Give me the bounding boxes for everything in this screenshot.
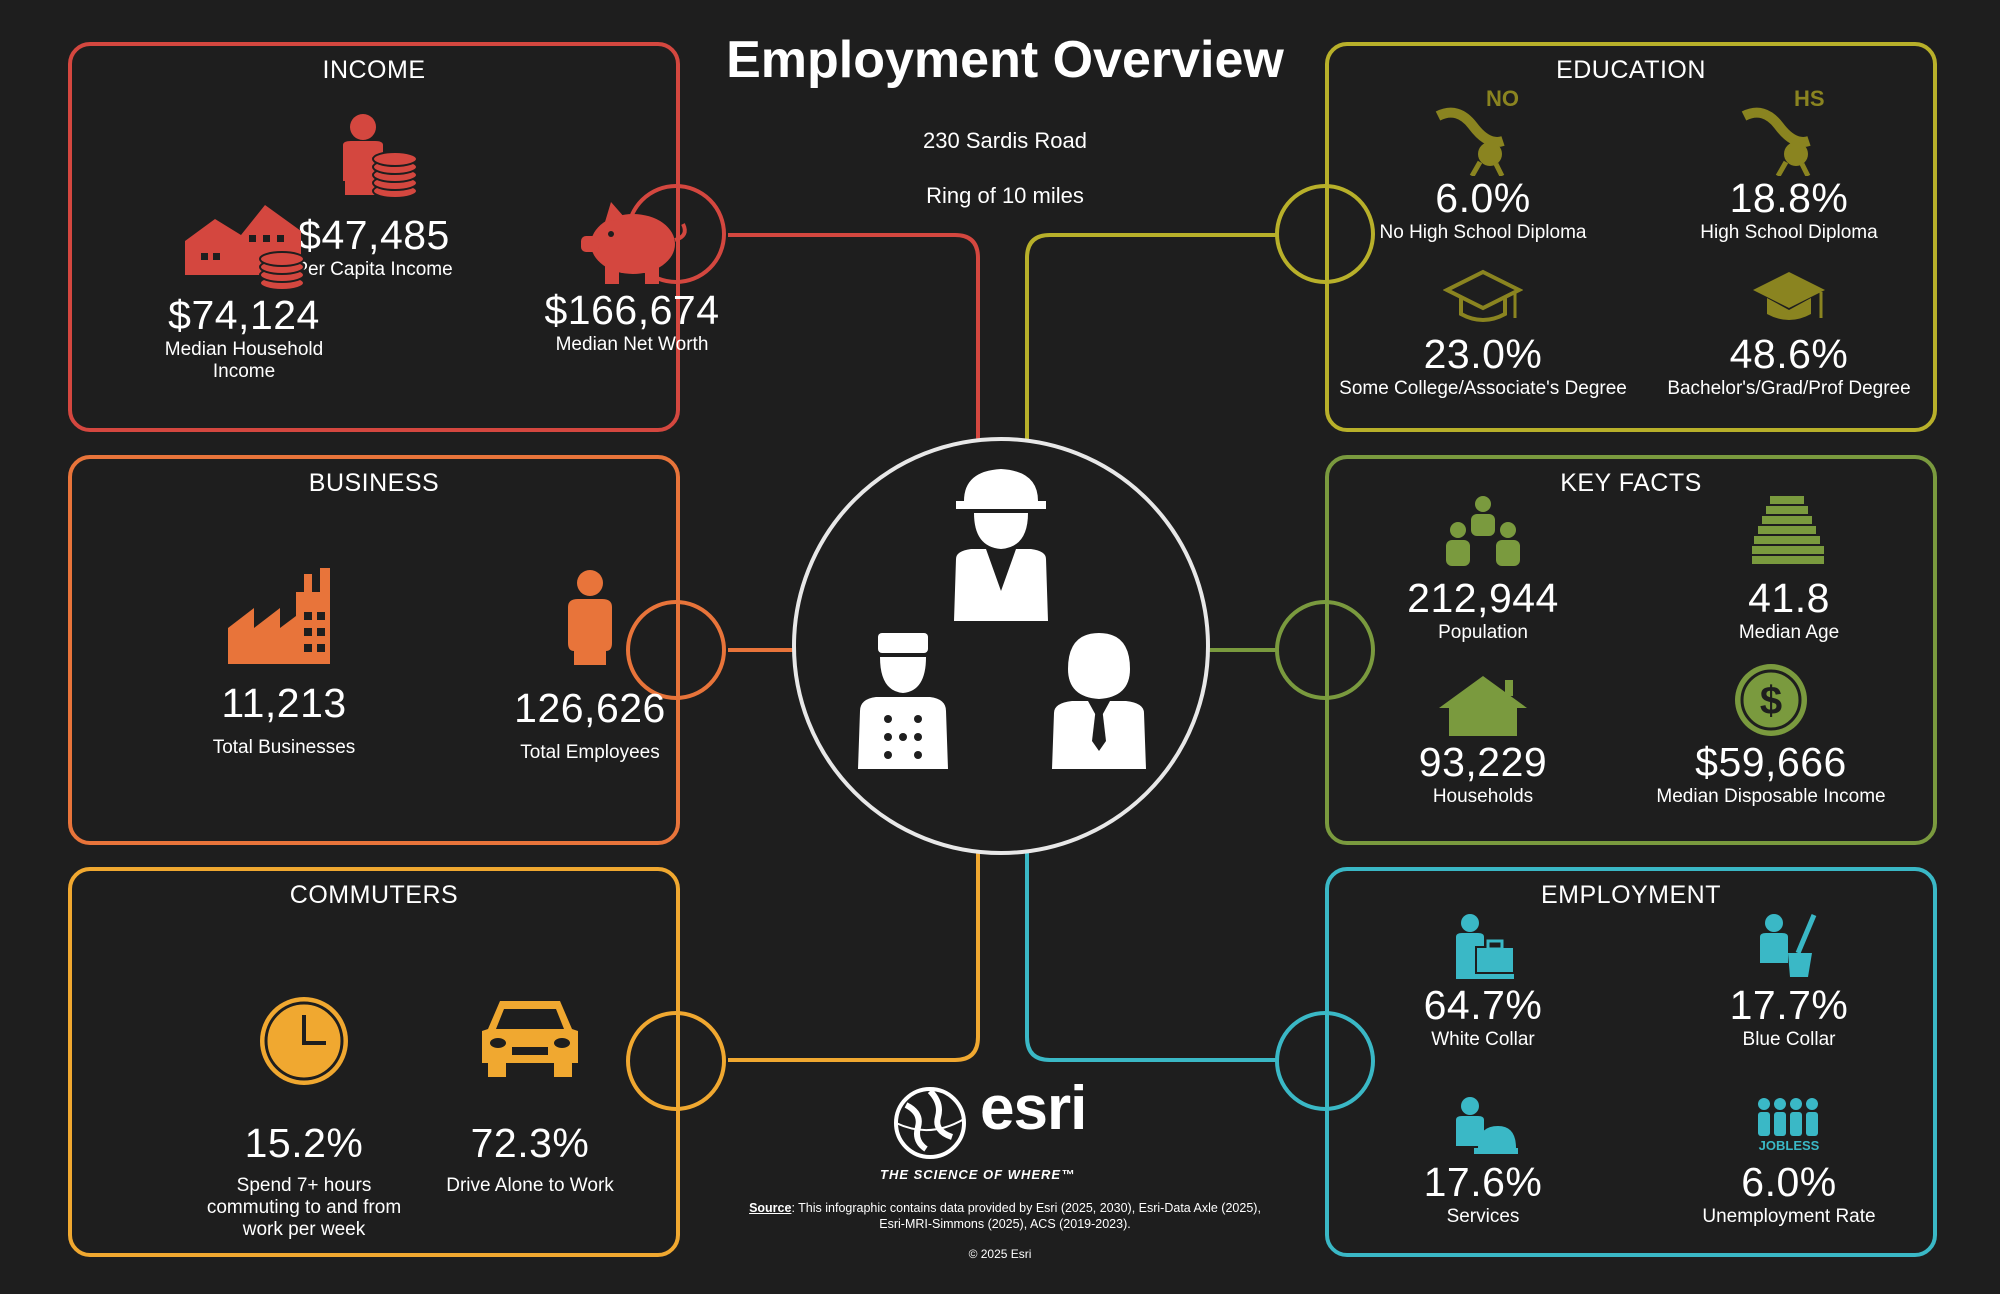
bachelors-label: Bachelor's/Grad/Prof Degree [1667, 378, 1911, 399]
workers-group-icon [858, 469, 1146, 769]
blue-collar-label: Blue Collar [1742, 1029, 1836, 1050]
key-facts-panel: KEY FACTS 212,944 Population 41.8 Median… [1325, 455, 1937, 845]
car-icon [482, 1001, 578, 1077]
population-label: Population [1438, 622, 1528, 643]
drive-alone-value: 72.3% [470, 1120, 590, 1166]
disposable-income-label: Median Disposable Income [1656, 786, 1886, 807]
globe-icon [894, 1087, 966, 1159]
total-businesses-value: 11,213 [221, 680, 347, 726]
per-capita-income-value: $47,485 [298, 212, 450, 258]
stacked-bars-icon [1752, 496, 1824, 564]
unemployment-value: 6.0% [1741, 1159, 1837, 1205]
services-value: 17.6% [1423, 1159, 1543, 1205]
median-household-income-label: Median Household Income [164, 339, 324, 382]
population-value: 212,944 [1407, 575, 1559, 621]
education-panel: EDUCATION NO 6.0% No High School Diploma… [1325, 42, 1937, 432]
unemployment-label: Unemployment Rate [1702, 1206, 1876, 1227]
business-title: BUSINESS [308, 469, 440, 497]
long-commute-label: Spend 7+ hours commuting to and from wor… [206, 1175, 402, 1240]
business-panel: BUSINESS 11,213 Total Businesses 126,626… [68, 455, 680, 845]
long-commute-value: 15.2% [244, 1120, 364, 1166]
total-businesses-label: Total Businesses [212, 737, 356, 758]
esri-wordmark: esri [980, 1074, 1087, 1143]
median-net-worth-label: Median Net Worth [555, 334, 709, 355]
income-panel: INCOME $47,485 Per Capita Income [68, 42, 719, 432]
commuters-panel: COMMUTERS 15.2% Spend 7+ hours commuting… [68, 867, 680, 1257]
no-high-school-label: No High School Diploma [1379, 222, 1587, 243]
employment-title: EMPLOYMENT [1540, 881, 1722, 909]
median-age-label: Median Age [1738, 622, 1840, 643]
ring-text: Ring of 10 miles [926, 183, 1084, 208]
income-title: INCOME [322, 56, 426, 84]
people-group-icon [1446, 496, 1520, 566]
jobless-group-icon [1758, 1098, 1818, 1136]
jobless-badge: JOBLESS [1758, 1138, 1820, 1153]
households-label: Households [1432, 786, 1534, 807]
house-icon [1439, 676, 1527, 736]
bachelors-value: 48.6% [1729, 331, 1849, 377]
house-coins-icon [185, 205, 305, 291]
esri-tagline: THE SCIENCE OF WHERE™ [880, 1167, 1076, 1182]
diploma-hs-icon [1741, 107, 1811, 176]
copyright-text: © 2025 Esri [968, 1247, 1032, 1261]
some-college-value: 23.0% [1423, 331, 1543, 377]
total-employees-value: 126,626 [514, 685, 666, 731]
svg-text:$: $ [1760, 679, 1782, 723]
address-text: 230 Sardis Road [923, 128, 1087, 153]
source-text: : This infographic contains data provide… [791, 1201, 1261, 1231]
high-school-label: High School Diploma [1700, 222, 1878, 243]
white-collar-value: 64.7% [1423, 982, 1543, 1028]
median-household-income-value: $74,124 [168, 292, 320, 338]
key-facts-title: KEY FACTS [1560, 469, 1702, 497]
employment-panel: EMPLOYMENT 64.7% White Collar 17.7% Blue… [1325, 867, 1937, 1257]
clock-icon [260, 997, 348, 1085]
person-icon [568, 570, 612, 665]
grad-cap-outline-icon [1443, 269, 1523, 322]
some-college-label: Some College/Associate's Degree [1339, 378, 1627, 399]
piggy-bank-icon [580, 202, 687, 284]
grad-cap-icon [1753, 272, 1825, 320]
commuters-title: COMMUTERS [289, 881, 459, 909]
drive-alone-label: Drive Alone to Work [446, 1175, 614, 1196]
total-employees-label: Total Employees [520, 742, 660, 763]
service-bell-worker-icon [1456, 1097, 1518, 1154]
no-badge: NO [1486, 86, 1519, 111]
blue-collar-value: 17.7% [1729, 982, 1849, 1028]
source-label: Source [749, 1201, 792, 1215]
center-circle [792, 437, 1210, 855]
hs-badge: HS [1794, 86, 1825, 111]
person-coins-icon [343, 114, 418, 199]
diploma-no-icon [1435, 107, 1505, 176]
high-school-value: 18.8% [1729, 175, 1849, 221]
per-capita-income-label: Per Capita Income [295, 259, 453, 280]
median-age-value: 41.8 [1748, 575, 1830, 621]
households-value: 93,229 [1418, 739, 1548, 785]
page-title: Employment Overview [726, 31, 1284, 89]
factory-icon [228, 568, 330, 664]
dollar-coin-icon: $ [1735, 664, 1807, 736]
services-label: Services [1446, 1206, 1520, 1227]
white-collar-label: White Collar [1431, 1029, 1535, 1050]
source-note: Source: This infographic contains data p… [745, 1200, 1265, 1232]
education-title: EDUCATION [1556, 56, 1706, 84]
cleaner-worker-icon [1760, 914, 1817, 977]
briefcase-worker-icon [1456, 914, 1515, 979]
no-high-school-value: 6.0% [1435, 175, 1531, 221]
median-net-worth-value: $166,674 [544, 287, 720, 333]
disposable-income-value: $59,666 [1695, 739, 1847, 785]
